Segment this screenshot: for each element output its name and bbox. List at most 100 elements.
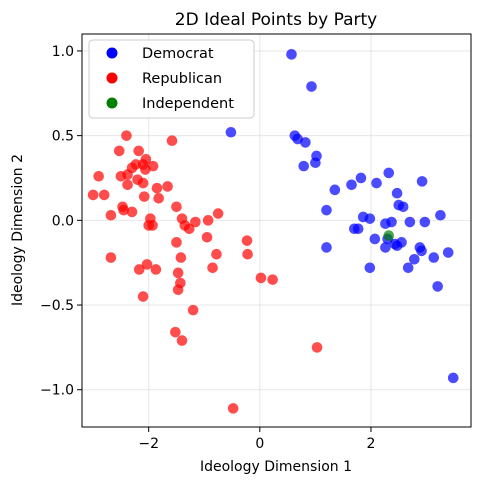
- republican-point: [183, 223, 195, 235]
- democrat-point: [369, 233, 381, 245]
- democrat-point: [391, 187, 403, 199]
- republican-point: [153, 193, 164, 204]
- y-tick-label: 0.0: [52, 213, 74, 229]
- republican-point: [118, 204, 129, 216]
- republican-point: [166, 135, 178, 147]
- republican-point: [133, 145, 144, 157]
- republican-point: [113, 145, 125, 157]
- legend-label-republican: Republican: [142, 71, 222, 87]
- legend-marker-independent: [106, 97, 118, 109]
- democrat-point: [409, 253, 420, 265]
- democrat-point: [298, 160, 310, 172]
- republican-point: [171, 201, 182, 213]
- republican-point: [150, 264, 162, 275]
- republican-point: [172, 284, 184, 296]
- x-tick-label: 2: [367, 436, 376, 452]
- democrat-point: [435, 209, 446, 221]
- republican-point: [171, 237, 182, 248]
- democrat-point: [416, 176, 428, 187]
- democrat-point: [346, 179, 357, 191]
- legend-label-independent: Independent: [142, 96, 234, 112]
- x-axis-label: Ideology Dimension 1: [200, 459, 352, 475]
- democrat-point: [380, 242, 391, 253]
- y-tick-label: 0.5: [52, 129, 74, 145]
- republican-point: [137, 291, 149, 302]
- republican-point: [170, 326, 181, 338]
- y-axis-label: Ideology Dimension 2: [10, 154, 26, 306]
- republican-point: [121, 130, 132, 141]
- democrat-point: [364, 262, 376, 274]
- republican-point: [133, 264, 145, 275]
- chart-title: 2D Ideal Points by Party: [175, 10, 377, 30]
- republican-point: [267, 274, 278, 285]
- republican-point: [141, 259, 153, 270]
- democrat-point: [432, 281, 443, 292]
- democrat-point: [416, 245, 427, 257]
- y-tick-label: −1.0: [40, 383, 74, 399]
- democrat-point: [306, 81, 317, 92]
- republican-point: [227, 403, 239, 414]
- republican-point: [202, 215, 214, 226]
- y-axis-ticks: −1.0 −0.5 0.0 0.5 1.0: [40, 44, 82, 399]
- democrat-point: [225, 126, 237, 138]
- democrat-point: [397, 201, 409, 213]
- democrat-point: [352, 223, 364, 235]
- democrat-point: [355, 172, 367, 184]
- republican-point: [98, 189, 110, 201]
- x-tick-label: −2: [138, 436, 159, 452]
- plot-frame: [81, 33, 472, 428]
- democrat-point: [310, 157, 321, 169]
- republican-point: [201, 231, 213, 243]
- republican-point: [87, 189, 99, 201]
- republican-point: [172, 267, 184, 279]
- republican-point: [93, 170, 104, 182]
- republican-point: [138, 191, 150, 202]
- legend-marker-republican: [106, 72, 118, 84]
- republican-point: [175, 252, 187, 263]
- republican-point: [255, 272, 267, 284]
- republican-point: [130, 159, 142, 170]
- independent-point: [383, 230, 395, 241]
- democrat-point: [321, 204, 332, 216]
- x-tick-label: 0: [255, 436, 264, 452]
- republican-point: [122, 179, 133, 191]
- x-axis-ticks: −2 0 2: [138, 427, 375, 452]
- democrat-point: [300, 137, 311, 148]
- republican-point: [105, 209, 117, 221]
- republican-point: [176, 335, 188, 346]
- democrat-point: [442, 247, 454, 258]
- democrat-point: [419, 216, 431, 228]
- democrat-point: [386, 216, 397, 228]
- republican-point: [105, 252, 117, 263]
- democrat-point: [404, 216, 416, 228]
- democrat-point: [371, 177, 382, 189]
- republican-point: [115, 170, 127, 182]
- republican-point: [137, 177, 149, 189]
- y-tick-label: 1.0: [52, 44, 74, 60]
- democrat-point: [391, 240, 403, 252]
- legend-marker-democrat: [106, 47, 118, 59]
- democrat-point: [383, 167, 395, 179]
- republican-point: [211, 248, 222, 260]
- republican-point: [190, 216, 201, 228]
- republican-point: [212, 208, 224, 219]
- republican-point: [147, 220, 158, 231]
- republican-point: [207, 262, 218, 274]
- republican-point: [126, 206, 138, 218]
- republican-point: [140, 164, 151, 175]
- legend: Democrat Republican Independent: [88, 39, 255, 119]
- republican-point: [151, 182, 163, 194]
- democrat-point: [321, 242, 332, 253]
- republican-point: [162, 181, 173, 192]
- democrat-point: [402, 262, 414, 274]
- legend-label-democrat: Democrat: [142, 46, 214, 62]
- y-tick-label: −0.5: [40, 298, 74, 314]
- legend-box: [88, 39, 255, 119]
- democrat-point: [329, 184, 341, 196]
- republican-point: [187, 304, 199, 316]
- democrat-point: [286, 49, 297, 60]
- republican-point: [242, 248, 253, 260]
- democrat-point: [364, 213, 376, 224]
- republican-point: [311, 342, 323, 353]
